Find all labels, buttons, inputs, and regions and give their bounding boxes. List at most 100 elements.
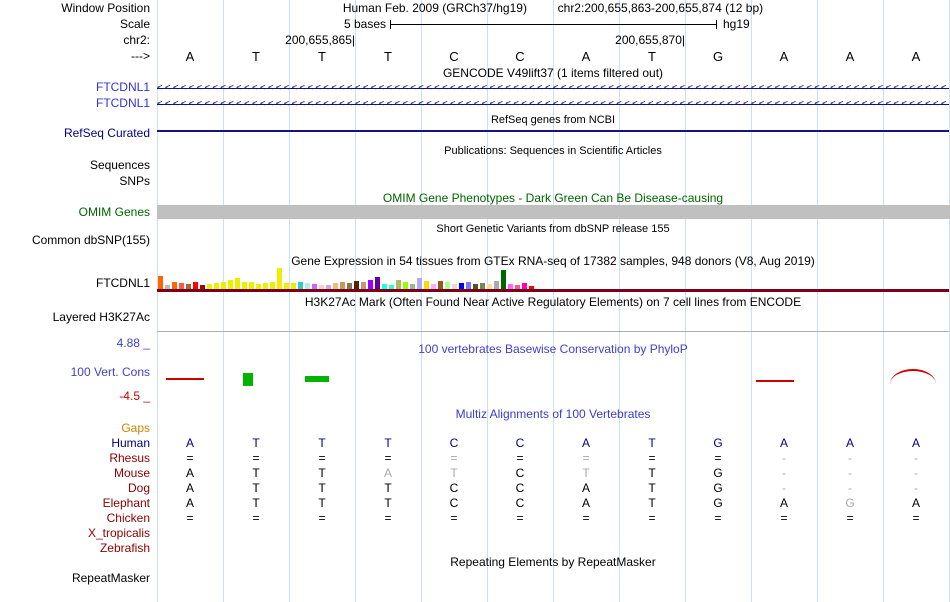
label-species-rhesus: Rhesus <box>109 451 150 465</box>
gtex-bar <box>403 282 408 289</box>
coord-right: 200,655,870| <box>615 33 685 47</box>
track-header-dbsnp: Short Genetic Variants from dbSNP releas… <box>436 223 670 235</box>
gtex-bar <box>529 286 534 289</box>
align-human-11: A <box>845 436 854 450</box>
align-mouse-2: T <box>252 466 260 480</box>
gtex-bar <box>424 281 429 289</box>
align-chicken-8: = <box>648 511 656 525</box>
align-rhesus-9: = <box>714 451 722 465</box>
align-dog-2: T <box>252 481 260 495</box>
align-chicken-1: = <box>186 511 194 525</box>
align-elephant-2: T <box>252 496 260 510</box>
gtex-bar <box>291 283 296 289</box>
gtex-bar <box>333 283 338 289</box>
guideline <box>421 0 422 602</box>
align-mouse-5: T <box>450 466 458 480</box>
base-8: T <box>648 49 656 64</box>
label-sequences[interactable]: Sequences <box>89 158 150 172</box>
align-mouse-4: A <box>383 466 392 480</box>
gtex-bar <box>270 282 275 289</box>
track-header-multiz: Multiz Alignments of 100 Vertebrates <box>455 407 651 421</box>
label-repeatmasker[interactable]: RepeatMasker <box>71 571 150 585</box>
gtex-bar <box>179 283 184 289</box>
guideline <box>355 0 356 602</box>
align-mouse-3: T <box>318 466 326 480</box>
gtex-bar <box>438 281 443 289</box>
align-elephant-10: A <box>779 496 788 510</box>
gtex-bar <box>389 285 394 289</box>
label-common-dbsnp[interactable]: Common dbSNP(155) <box>31 233 150 247</box>
align-mouse-1: A <box>185 466 194 480</box>
align-elephant-7: A <box>581 496 590 510</box>
track-header-publications: Publications: Sequences in Scientific Ar… <box>444 145 662 157</box>
align-rhesus-4: = <box>384 451 392 465</box>
align-dog-7: A <box>581 481 590 495</box>
refseq-track-line[interactable] <box>157 130 949 132</box>
gtex-bar <box>277 268 282 289</box>
gencode-transcript-1[interactable]: <<<<<<<<<<<<<<<<<<<<<<<<<<<<<<<<<<<<<<<<… <box>157 82 949 94</box>
align-mouse-7: T <box>582 466 590 480</box>
align-chicken-3: = <box>318 511 326 525</box>
track-header-gtex: Gene Expression in 54 tissues from GTEx … <box>291 254 815 268</box>
label-cons-min: -4.5 _ <box>119 389 150 403</box>
align-rhesus-6: = <box>516 451 524 465</box>
scale-value: 5 bases <box>343 17 386 31</box>
align-dog-5: C <box>449 481 459 495</box>
gtex-bar <box>473 284 478 289</box>
label-gene-ftcdnl1-1[interactable]: FTCDNL1 <box>95 80 150 94</box>
align-elephant-6: C <box>515 496 525 510</box>
conservation-arc <box>890 369 936 384</box>
gtex-bar <box>326 285 331 289</box>
base-2: T <box>252 49 260 64</box>
label-gene-ftcdnl1-2[interactable]: FTCDNL1 <box>95 96 150 110</box>
coord-left: 200,655,865| <box>285 33 355 47</box>
conservation-rect <box>305 376 329 382</box>
gtex-bar <box>312 284 317 289</box>
label-window-position: Window Position <box>61 1 150 15</box>
label-species-zebrafish: Zebrafish <box>99 541 150 555</box>
label-snps[interactable]: SNPs <box>119 174 150 188</box>
align-dog-10: - <box>782 481 786 495</box>
gtex-bar <box>200 285 205 289</box>
base-4: T <box>384 49 392 64</box>
gtex-gene-line[interactable] <box>157 289 949 292</box>
guideline <box>619 0 620 602</box>
align-rhesus-12: - <box>914 451 918 465</box>
gtex-bar <box>501 270 506 289</box>
label-omim-genes[interactable]: OMIM Genes <box>78 205 150 219</box>
gtex-bar <box>298 282 303 289</box>
gtex-bar <box>382 284 387 289</box>
align-chicken-9: = <box>714 511 722 525</box>
gtex-bar <box>214 283 219 289</box>
align-human-12: A <box>911 436 920 450</box>
assembly-text: Human Feb. 2009 (GRCh37/hg19) <box>342 1 527 15</box>
guideline <box>553 0 554 602</box>
label-refseq-curated[interactable]: RefSeq Curated <box>63 126 150 140</box>
align-elephant-1: A <box>185 496 194 510</box>
align-rhesus-3: = <box>318 451 326 465</box>
align-human-1: A <box>185 436 194 450</box>
gtex-bar <box>515 285 520 289</box>
gtex-bar <box>319 285 324 289</box>
label-layered-h3k27ac[interactable]: Layered H3K27Ac <box>52 310 150 324</box>
align-mouse-12: - <box>914 466 918 480</box>
base-5: C <box>449 49 459 64</box>
gtex-bar <box>193 282 198 289</box>
label-gtex-gene[interactable]: FTCDNL1 <box>95 276 150 290</box>
align-chicken-2: = <box>252 511 260 525</box>
gtex-bar <box>494 281 499 289</box>
gtex-bar <box>466 282 471 289</box>
omim-genes-bar[interactable] <box>157 205 950 219</box>
conservation-rect <box>243 373 253 386</box>
gtex-bar <box>165 285 170 289</box>
guideline <box>817 0 818 602</box>
label-species-chicken: Chicken <box>106 511 150 525</box>
align-human-9: G <box>713 436 723 450</box>
align-chicken-5: = <box>450 511 458 525</box>
label-chrom: chr2: <box>123 33 150 47</box>
label-vert-cons[interactable]: 100 Vert. Cons <box>70 365 150 379</box>
gtex-bar <box>431 284 436 289</box>
gtex-bar <box>522 283 527 289</box>
base-12: A <box>911 49 921 64</box>
gencode-transcript-2[interactable]: <<<<<<<<<<<<<<<<<<<<<<<<<<<<<<<<<<<<<<<<… <box>157 98 949 110</box>
